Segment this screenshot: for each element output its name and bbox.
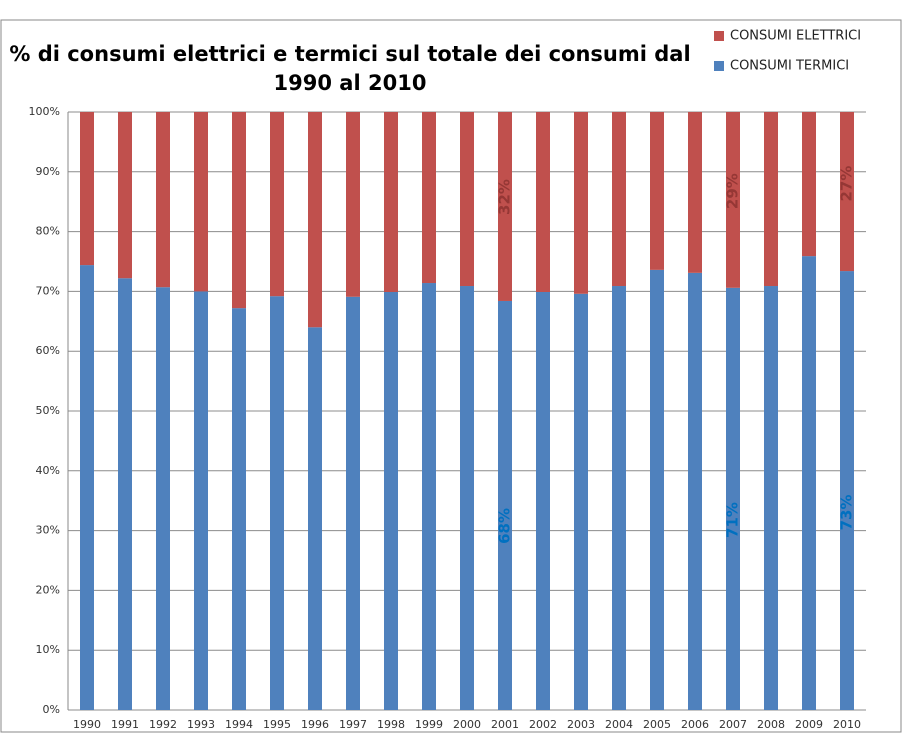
- x-tick-label: 2009: [795, 718, 823, 731]
- bar-segment: [80, 112, 94, 266]
- bar-segment: [346, 112, 360, 297]
- y-tick-label: 70%: [36, 284, 60, 297]
- bar-segment: [498, 300, 512, 710]
- legend-label: CONSUMI ELETTRICI: [730, 29, 861, 44]
- bar-segment: [612, 112, 626, 287]
- bar-segment: [802, 256, 816, 710]
- bar-segment: [688, 112, 702, 273]
- y-tick-label: 0%: [43, 703, 60, 716]
- x-tick-label: 1994: [225, 718, 253, 731]
- y-tick-label: 90%: [36, 165, 60, 178]
- y-tick-label: 50%: [36, 404, 60, 417]
- legend-swatch: [714, 31, 724, 41]
- data-label: 29%: [724, 173, 742, 209]
- bar-segment: [650, 112, 664, 270]
- legend-swatch: [714, 61, 724, 71]
- x-tick-label: 1990: [73, 718, 101, 731]
- chart-title: % di consumi elettrici e termici sul tot…: [9, 42, 690, 66]
- bar-segment: [498, 112, 512, 301]
- x-tick-label: 1992: [149, 718, 177, 731]
- y-tick-label: 30%: [36, 524, 60, 537]
- y-tick-label: 60%: [36, 344, 60, 357]
- bar-segment: [384, 291, 398, 710]
- bar-segment: [612, 286, 626, 710]
- bar-segment: [346, 296, 360, 710]
- bar-segment: [764, 112, 778, 287]
- x-tick-label: 2006: [681, 718, 709, 731]
- bar-segment: [422, 112, 436, 284]
- y-tick-label: 20%: [36, 583, 60, 596]
- data-label: 68%: [496, 508, 514, 544]
- x-tick-label: 2003: [567, 718, 595, 731]
- bar-segment: [308, 112, 322, 328]
- x-tick-label: 2002: [529, 718, 557, 731]
- bar-segment: [726, 112, 740, 288]
- bar-segment: [194, 291, 208, 710]
- x-tick-label: 2004: [605, 718, 633, 731]
- bar-segment: [80, 265, 94, 710]
- bar-segment: [270, 296, 284, 710]
- x-tick-label: 1995: [263, 718, 291, 731]
- bar-segment: [574, 112, 588, 294]
- data-label: 71%: [724, 502, 742, 538]
- x-tick-label: 1999: [415, 718, 443, 731]
- bar-segment: [536, 291, 550, 710]
- bar-segment: [232, 112, 246, 309]
- x-tick-label: 2005: [643, 718, 671, 731]
- bar-segment: [574, 293, 588, 710]
- bar-segment: [840, 271, 854, 710]
- x-tick-label: 2001: [491, 718, 519, 731]
- bar-segment: [688, 272, 702, 710]
- x-tick-label: 1996: [301, 718, 329, 731]
- bar-segment: [764, 286, 778, 710]
- x-tick-label: 2010: [833, 718, 861, 731]
- y-tick-label: 100%: [29, 105, 60, 118]
- bar-segment: [650, 269, 664, 710]
- chart-title: 1990 al 2010: [274, 71, 427, 95]
- bar-segment: [384, 112, 398, 292]
- x-tick-label: 2007: [719, 718, 747, 731]
- bar-segment: [726, 287, 740, 710]
- bar-segment: [422, 283, 436, 710]
- y-tick-label: 10%: [36, 643, 60, 656]
- y-tick-label: 80%: [36, 225, 60, 238]
- bar-segment: [156, 287, 170, 710]
- bar-segment: [270, 112, 284, 297]
- bar-segment: [118, 278, 132, 710]
- x-tick-label: 2000: [453, 718, 481, 731]
- x-tick-label: 1997: [339, 718, 367, 731]
- legend-label: CONSUMI TERMICI: [730, 59, 849, 74]
- bar-segment: [460, 112, 474, 287]
- data-label: 73%: [838, 495, 856, 531]
- x-tick-label: 1991: [111, 718, 139, 731]
- bar-segment: [802, 112, 816, 257]
- bar-segment: [308, 327, 322, 710]
- bar-segment: [194, 112, 208, 292]
- data-label: 27%: [838, 166, 856, 202]
- x-tick-label: 2008: [757, 718, 785, 731]
- bar-segment: [460, 286, 474, 710]
- bar-segment: [840, 112, 854, 272]
- x-tick-label: 1993: [187, 718, 215, 731]
- chart-frame: [0, 19, 902, 733]
- bar-segment: [118, 112, 132, 279]
- bar-segment: [232, 308, 246, 710]
- y-tick-label: 40%: [36, 464, 60, 477]
- bar-segment: [536, 112, 550, 292]
- x-tick-label: 1998: [377, 718, 405, 731]
- bar-segment: [156, 112, 170, 288]
- data-label: 32%: [496, 179, 514, 215]
